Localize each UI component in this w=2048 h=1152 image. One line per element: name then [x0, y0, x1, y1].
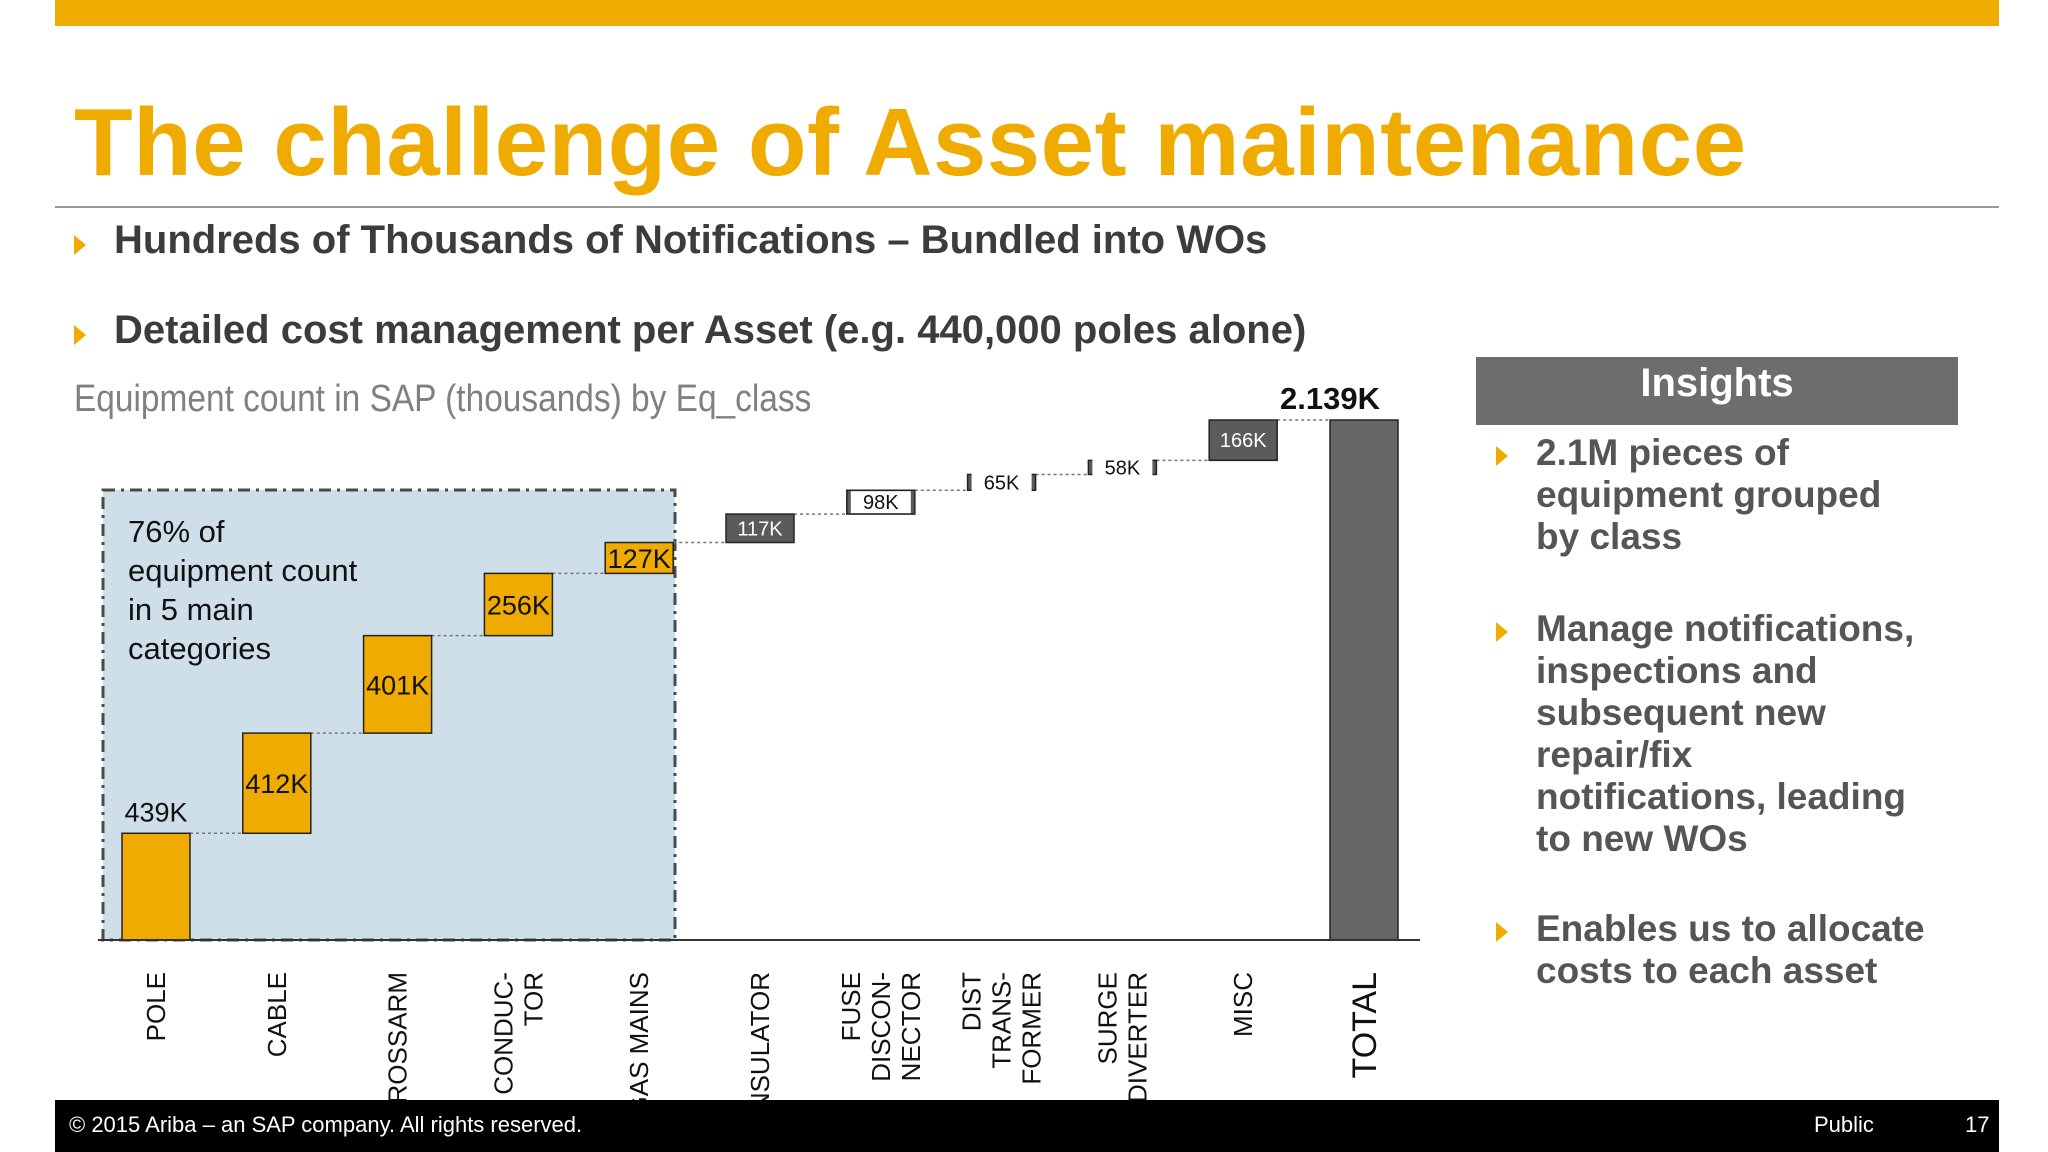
- bullet-arrow-icon: [1496, 622, 1508, 642]
- title-divider: [55, 206, 1999, 208]
- text-line: repair/fix: [1536, 734, 1693, 775]
- insight-item-1-text: 2.1M pieces of equipment grouped by class: [1536, 432, 1976, 558]
- category-label: FORMER: [1017, 972, 1047, 1085]
- data-label: 58K: [1105, 457, 1141, 479]
- category-label: TOTAL: [1346, 972, 1384, 1078]
- highlight-text-line: equipment count: [128, 553, 358, 588]
- data-label: 166K: [1220, 430, 1267, 452]
- footer-classification: Public: [1814, 1112, 1874, 1137]
- bar-total: [1329, 419, 1399, 941]
- insight-item-1: 2.1M pieces of equipment grouped by class: [1496, 432, 1976, 558]
- data-label: 98K: [863, 492, 899, 514]
- insight-item-3: Enables us to allocate costs to each asse…: [1496, 908, 1976, 992]
- text-line: inspections and: [1536, 650, 1818, 691]
- category-label: CROSSARM: [383, 972, 413, 1100]
- category-label: NECTOR: [896, 972, 926, 1081]
- category-label: GAS MAINS: [624, 972, 654, 1100]
- data-label: 412K: [245, 769, 308, 799]
- insight-item-2-text: Manage notifications, inspections and subs…: [1536, 608, 1976, 860]
- chart-title: Equipment count in SAP (thousands) by Eq…: [74, 378, 812, 420]
- text-line: Manage notifications,: [1536, 608, 1915, 649]
- highlight-text-line: in 5 main: [128, 592, 254, 627]
- data-label: 65K: [984, 472, 1020, 494]
- insights-header: Insights: [1476, 357, 1958, 425]
- bar-insulator: [725, 513, 795, 544]
- bullet-1: Hundreds of Thousands of Notifications –…: [74, 218, 1267, 263]
- bar-crossarm: [362, 634, 433, 734]
- text-line: to new WOs: [1536, 818, 1748, 859]
- text-line: notifications, leading: [1536, 776, 1907, 817]
- category-label: TRANS-: [987, 972, 1017, 1069]
- data-label: 256K: [487, 591, 550, 621]
- top-accent-bar: [55, 0, 1999, 26]
- category-label: CONDUC-: [488, 972, 518, 1095]
- bullet-arrow-icon: [74, 234, 86, 255]
- bar-cable: [242, 732, 312, 835]
- category-label: POLE: [141, 972, 171, 1041]
- text-line: equipment grouped: [1536, 474, 1882, 515]
- slide-title: The challenge of Asset maintenance: [74, 89, 1747, 196]
- bullet-arrow-icon: [1496, 922, 1508, 942]
- data-label: 439K: [124, 797, 187, 827]
- bullet-1-text: Hundreds of Thousands of Notifications –…: [114, 218, 1268, 262]
- bullet-2: Detailed cost management per Asset (e.g.…: [74, 308, 1306, 353]
- highlight-text-line: 76% of: [128, 514, 225, 549]
- text-line: subsequent new: [1536, 692, 1826, 733]
- bar-pole: [121, 832, 191, 941]
- footer-page-number: 17: [1965, 1112, 1990, 1137]
- data-label: 117K: [737, 518, 783, 540]
- data-label: 127K: [608, 544, 671, 574]
- category-label: DIVERTER: [1122, 972, 1152, 1100]
- bar-gas-mains: [604, 541, 674, 575]
- category-label: TOR: [518, 972, 548, 1026]
- bullet-arrow-icon: [74, 324, 86, 345]
- category-label: SURGE: [1092, 972, 1122, 1064]
- category-label: INSULATOR: [745, 972, 775, 1100]
- highlight-text-line: categories: [128, 631, 271, 666]
- insight-item-3-text: Enables us to allocate costs to each asse…: [1536, 908, 1976, 992]
- insight-item-2: Manage notifications, inspections and subs…: [1496, 608, 1976, 860]
- category-label: MISC: [1228, 972, 1258, 1037]
- bullet-arrow-icon: [1496, 446, 1508, 466]
- bar-misc: [1208, 419, 1278, 462]
- text-line: 2.1M pieces of: [1536, 432, 1789, 473]
- data-label-background: [1092, 456, 1153, 479]
- category-label: FUSE: [836, 972, 866, 1041]
- data-label-background: [850, 491, 911, 514]
- category-label: DIST: [957, 972, 987, 1031]
- data-label: 401K: [366, 670, 429, 700]
- category-label: CABLE: [262, 972, 292, 1057]
- text-line: Enables us to allocate: [1536, 908, 1925, 949]
- data-label: 2.139K: [1280, 381, 1381, 416]
- text-line: costs to each asset: [1536, 950, 1878, 991]
- footer-copyright: © 2015 Ariba – an SAP company. All right…: [69, 1112, 583, 1137]
- data-label-background: [971, 471, 1032, 494]
- footer-bar: © 2015 Ariba – an SAP company. All right…: [55, 1100, 1999, 1152]
- bullet-2-text: Detailed cost management per Asset (e.g.…: [114, 308, 1307, 352]
- waterfall-chart: 76% of equipment count in 5 main categories…: [98, 381, 1420, 1100]
- text-line: by class: [1536, 516, 1683, 557]
- bar-conduc-tor: [483, 572, 554, 637]
- category-label: DISCON-: [866, 972, 896, 1082]
